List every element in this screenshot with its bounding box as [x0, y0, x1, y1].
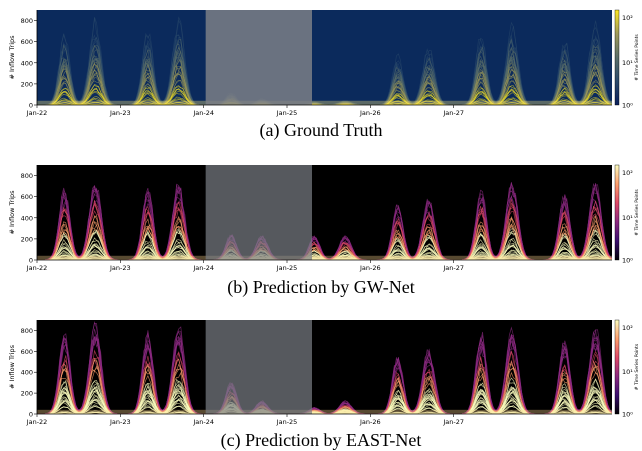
colorbar-label: # Time Series Points	[634, 34, 640, 81]
x-tick-label: Jan-23	[109, 264, 131, 272]
chart-panel-east-net: 0 200 400 600 800 # Inflow Trips Jan-22 Jan-23 J…	[8, 319, 640, 451]
colorbar-tick-label: 10⁰	[622, 257, 633, 265]
colorbar-tick-label: 10⁰	[622, 411, 633, 419]
x-tick-label: Jan-22	[26, 264, 48, 272]
panel-caption: (c) Prediction by EAST-Net	[221, 430, 422, 451]
colorbar-tick-label: 10⁰	[622, 102, 633, 110]
colorbar-tick-label: 10¹	[622, 368, 633, 376]
x-tick-label: Jan-22	[26, 418, 48, 426]
colorbar-label: # Time Series Points	[634, 189, 640, 236]
chart-panel-gw-net: 0 200 400 600 800 # Inflow Trips Jan-22 Jan-23 J…	[8, 164, 640, 298]
masked-region	[205, 320, 312, 414]
x-tick-label: Jan-27	[442, 264, 464, 272]
x-tick-label: Jan-23	[109, 418, 131, 426]
x-tick-label: Jan-27	[442, 109, 464, 117]
series-line	[37, 258, 612, 260]
colorbar-label: # Time Series Points	[634, 343, 640, 390]
y-tick-label: 400	[21, 214, 33, 222]
series-line	[37, 207, 612, 260]
x-tick-label: Jan-22	[26, 109, 48, 117]
x-tick-label: Jan-25	[276, 109, 298, 117]
y-tick-label: 600	[21, 193, 33, 201]
series-line	[37, 333, 612, 414]
series-line	[37, 182, 612, 260]
masked-region	[205, 10, 312, 105]
chart-panel-ground-truth: 0 200 400 600 800 # Inflow Trips Jan-22 Jan-23 J…	[8, 9, 640, 141]
dense-band	[37, 255, 612, 260]
x-tick-label: Jan-24	[192, 418, 214, 426]
y-tick-label: 400	[21, 369, 33, 377]
x-tick-label: Jan-25	[276, 264, 298, 272]
x-tick-label: Jan-26	[359, 109, 381, 117]
colorbar-tick-label: 10¹	[622, 214, 633, 222]
y-tick-label: 200	[21, 235, 33, 243]
y-tick-label: 600	[21, 348, 33, 356]
y-tick-label: 800	[21, 327, 33, 335]
colorbar-tick-label: 10²	[622, 324, 633, 332]
series-line	[37, 38, 612, 105]
colorbar-tick-label: 10²	[622, 169, 633, 177]
x-tick-label: Jan-25	[276, 418, 298, 426]
y-tick-label: 800	[21, 17, 33, 25]
colorbar-tick-label: 10²	[622, 14, 633, 22]
dense-band	[37, 409, 612, 414]
panel-caption: (a) Ground Truth	[259, 120, 382, 141]
colorbar	[614, 9, 620, 106]
panel-caption: (b) Prediction by GW-Net	[227, 277, 414, 298]
masked-region	[205, 165, 312, 260]
series-line	[37, 412, 612, 414]
y-tick-label: 600	[21, 38, 33, 46]
y-tick-label: 800	[21, 172, 33, 180]
y-tick-label: 200	[21, 80, 33, 88]
x-tick-label: Jan-24	[192, 264, 214, 272]
x-tick-label: Jan-26	[359, 264, 381, 272]
y-tick-label: 0	[29, 102, 33, 110]
y-axis-label: # Inflow Trips	[8, 344, 16, 389]
x-tick-label: Jan-26	[359, 418, 381, 426]
x-tick-label: Jan-23	[109, 109, 131, 117]
colorbar	[614, 164, 620, 261]
y-tick-label: 200	[21, 390, 33, 398]
y-axis-label: # Inflow Trips	[8, 190, 16, 235]
y-tick-label: 0	[29, 411, 33, 419]
y-tick-label: 400	[21, 59, 33, 67]
colorbar-tick-label: 10¹	[622, 59, 633, 67]
plot-background	[37, 165, 612, 260]
colorbar	[614, 319, 620, 415]
y-tick-label: 0	[29, 257, 33, 265]
plot-background	[37, 10, 612, 105]
dense-band	[37, 100, 612, 105]
plot-background	[37, 320, 612, 414]
x-tick-label: Jan-24	[192, 109, 214, 117]
y-axis-label: # Inflow Trips	[8, 35, 16, 80]
x-tick-label: Jan-27	[442, 418, 464, 426]
